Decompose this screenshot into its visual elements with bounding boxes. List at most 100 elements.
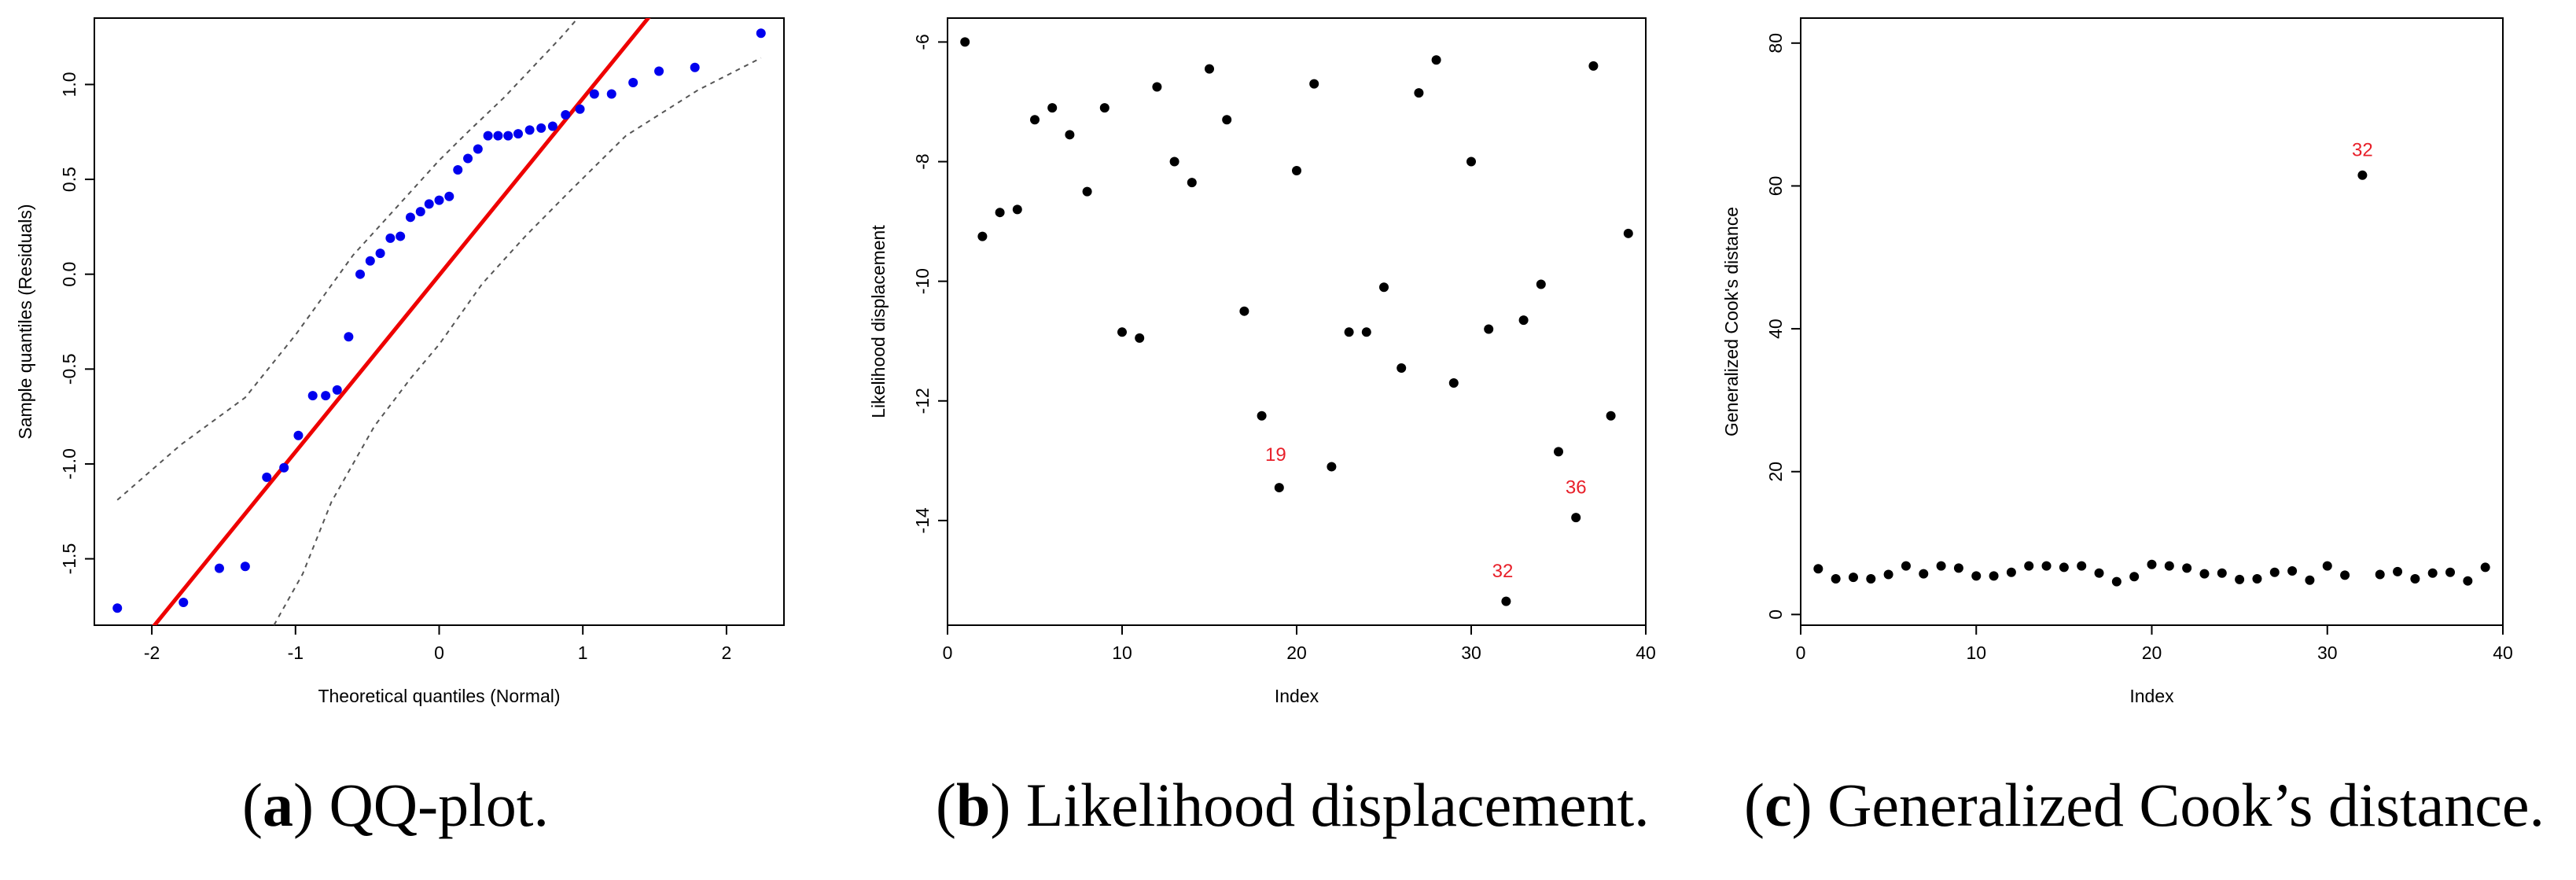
data-point — [1222, 115, 1232, 125]
data-point — [434, 195, 444, 205]
y-axis-label: Sample quantiles (Residuals) — [15, 204, 35, 439]
x-tick-label: 40 — [2493, 643, 2513, 663]
data-point — [1866, 573, 1876, 584]
plot-frame — [94, 17, 785, 626]
subfigure-caption: (a) QQ-plot. — [242, 771, 549, 839]
data-point — [453, 165, 463, 175]
y-axis-label: Generalized Cook's distance — [1721, 207, 1742, 436]
data-point — [1448, 377, 1459, 388]
confidence-band-lower — [273, 57, 762, 625]
data-point — [279, 462, 289, 473]
data-point — [483, 131, 493, 141]
data-point — [493, 131, 503, 141]
data-point — [1588, 61, 1599, 71]
data-point — [960, 37, 970, 47]
reference-line — [152, 18, 651, 625]
y-tick-label: -1.5 — [59, 543, 79, 575]
y-axis-label: Likelihood displacement — [868, 225, 889, 418]
plot-frame — [1800, 17, 2504, 626]
data-point — [415, 207, 425, 217]
y-tick-label: 1.0 — [59, 72, 79, 97]
data-point — [1848, 573, 1858, 583]
x-tick-label: 0 — [434, 643, 444, 663]
data-point — [1274, 483, 1284, 493]
data-point — [262, 472, 272, 482]
data-point — [1606, 411, 1616, 421]
data-point — [424, 199, 434, 209]
data-point — [756, 28, 766, 39]
data-point — [344, 332, 354, 342]
data-point — [1501, 596, 1511, 606]
data-point — [1971, 571, 1982, 581]
data-point — [2147, 559, 2157, 569]
data-point — [1065, 130, 1075, 140]
panel-3: 0 10 20 30 40 0 20 40 60 80 Index Generalized Cook'… — [1721, 17, 2545, 839]
data-point — [396, 231, 406, 241]
x-axis-label: Index — [2129, 686, 2174, 706]
data-point — [463, 153, 473, 164]
x-tick-label: 0 — [943, 643, 953, 663]
data-point — [214, 563, 224, 573]
data-point — [1152, 82, 1162, 92]
caption-close-paren: ) — [293, 771, 314, 839]
y-tick-label: -1.0 — [59, 448, 79, 480]
y-tick-label: 20 — [1765, 462, 1786, 482]
caption-open-paren: ( — [1744, 771, 1765, 839]
data-point — [1292, 165, 1301, 175]
y-tick-label: -8 — [912, 153, 933, 169]
x-tick-label: 1 — [578, 643, 588, 663]
y-tick-label: 40 — [1765, 318, 1786, 339]
data-point — [2235, 574, 2245, 584]
data-point — [2375, 569, 2385, 580]
data-point — [2410, 573, 2420, 584]
data-point — [2182, 563, 2192, 573]
data-point — [1536, 279, 1546, 289]
data-point — [1099, 103, 1110, 113]
data-point — [2480, 562, 2490, 573]
data-point — [2059, 562, 2069, 573]
data-point — [385, 233, 396, 243]
data-point — [1484, 324, 1494, 334]
data-point — [1187, 178, 1197, 188]
data-point — [1466, 156, 1476, 167]
data-point — [1431, 55, 1441, 65]
confidence-band-upper — [116, 18, 580, 501]
data-point — [2111, 576, 2122, 587]
data-point — [1554, 447, 1563, 457]
y-tick-label: -0.5 — [59, 353, 79, 385]
x-tick-label: 20 — [1286, 643, 1307, 663]
caption-letter: a — [263, 771, 293, 839]
data-point — [1309, 79, 1319, 89]
y-tick-label: 0.5 — [59, 167, 79, 192]
data-point — [1883, 569, 1893, 580]
x-axis-label: Theoretical quantiles (Normal) — [318, 686, 560, 706]
data-point — [355, 269, 366, 279]
data-point — [1414, 88, 1424, 98]
x-axis-label: Index — [1275, 686, 1319, 706]
data-point — [1205, 64, 1214, 74]
data-point — [628, 78, 638, 88]
data-point — [1901, 561, 1911, 571]
data-point — [575, 104, 585, 114]
data-point — [1571, 513, 1581, 523]
data-point — [513, 129, 523, 139]
data-point — [240, 562, 250, 572]
caption-close-paren: ) — [990, 771, 1010, 839]
data-point — [1082, 186, 1092, 197]
outlier-label: 19 — [1265, 444, 1286, 466]
caption-letter: c — [1765, 771, 1792, 839]
outlier-label: 32 — [1492, 561, 1514, 582]
data-point — [589, 89, 599, 99]
data-point — [1344, 327, 1354, 337]
data-point — [1327, 462, 1337, 472]
x-tick-label: 0 — [1796, 643, 1806, 663]
data-point — [536, 123, 546, 133]
data-point — [2322, 561, 2332, 571]
subfigure-caption: (c) Generalized Cook’s distance. — [1744, 771, 2545, 839]
data-point — [444, 191, 454, 201]
caption-text: Likelihood displacement. — [1010, 771, 1649, 839]
y-tick-label: 0 — [1765, 609, 1786, 620]
data-point — [1257, 411, 1267, 421]
x-tick-label: 10 — [1112, 643, 1132, 663]
